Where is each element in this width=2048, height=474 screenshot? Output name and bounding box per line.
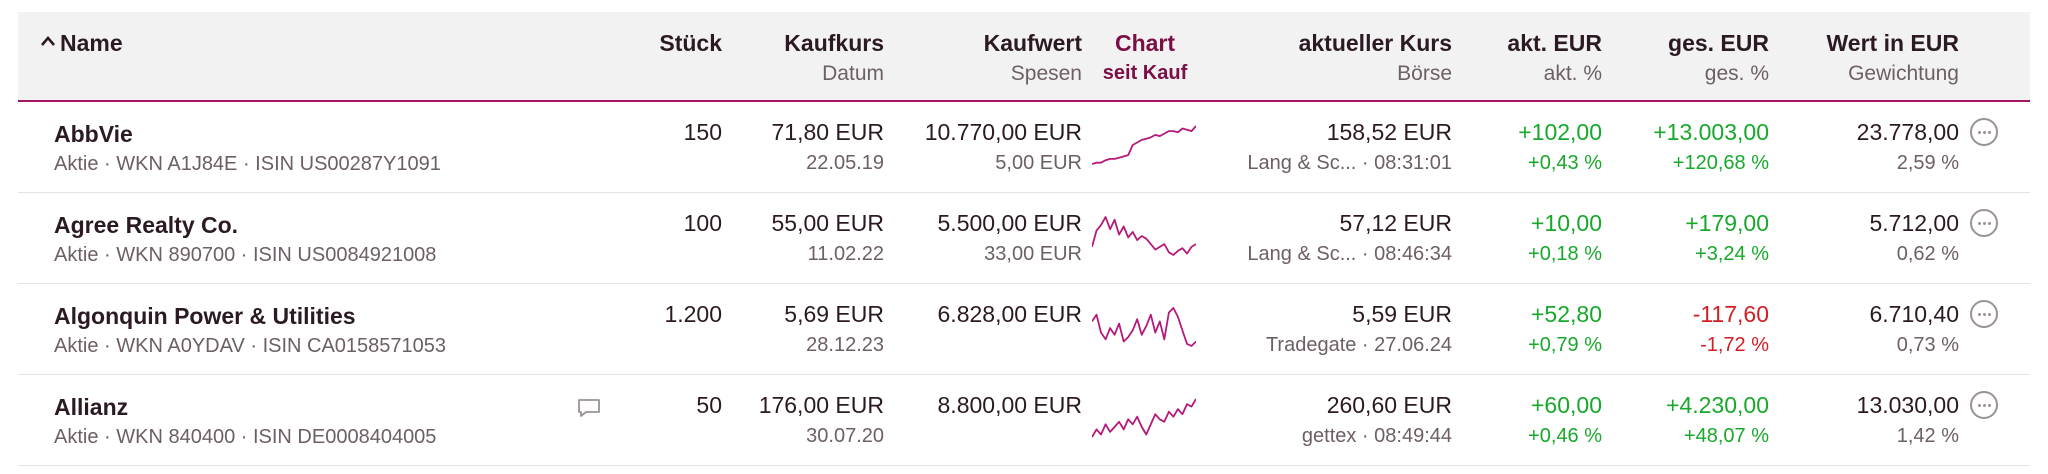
more-options-icon[interactable] — [1970, 300, 1998, 328]
header-wert-eur[interactable]: Wert in EUR — [1826, 30, 1959, 56]
security-name[interactable]: Allianz — [54, 394, 129, 420]
kaufkurs-value: 55,00 EUR — [771, 210, 884, 236]
ges-eur-value: +13.003,00 — [1653, 119, 1769, 145]
table-row[interactable]: Allianz Aktie · WKN 840400 · ISIN DE0008… — [18, 375, 2030, 466]
table-header: Name Stück Kaufkurs Datum Kaufwert Spese… — [18, 12, 2030, 102]
sparkline-series — [1092, 216, 1196, 256]
aktueller-kurs-value: 57,12 EUR — [1339, 210, 1452, 236]
header-chart[interactable]: Chart — [1114, 30, 1176, 56]
comment-icon[interactable] — [576, 397, 602, 419]
wert-value: 6.710,40 — [1869, 301, 1959, 327]
akt-pct-value: +0,18 % — [1528, 243, 1602, 265]
kaufdatum-value: 22.05.19 — [806, 152, 884, 174]
stueck-value: 1.200 — [664, 301, 722, 327]
sparkline-series — [1092, 307, 1196, 347]
wert-value: 5.712,00 — [1869, 210, 1959, 236]
kaufdatum-value: 30.07.20 — [806, 425, 884, 447]
kaufkurs-value: 176,00 EUR — [758, 392, 884, 418]
header-aktueller-kurs[interactable]: aktueller Kurs — [1298, 30, 1452, 56]
header-akt-pct[interactable]: akt. % — [1543, 62, 1602, 85]
kaufwert-value: 5.500,00 EUR — [937, 210, 1082, 236]
security-meta: Aktie · WKN 890700 · ISIN US0084921008 — [54, 244, 437, 266]
aktueller-kurs-value: 158,52 EUR — [1326, 119, 1452, 145]
ges-pct-value: +48,07 % — [1683, 425, 1769, 447]
akt-eur-value: +52,80 — [1531, 301, 1602, 327]
header-kaufkurs[interactable]: Kaufkurs — [784, 30, 884, 56]
boerse-value: gettex · 08:49:44 — [1301, 425, 1452, 447]
security-meta: Aktie · WKN A0YDAV · ISIN CA0158571053 — [54, 335, 447, 357]
akt-pct-value: +0,79 % — [1528, 334, 1602, 356]
stueck-value: 50 — [696, 392, 722, 418]
boerse-value: Lang & Sc... · 08:31:01 — [1247, 152, 1452, 174]
ges-eur-value: +179,00 — [1685, 210, 1769, 236]
portfolio-table: Name Stück Kaufkurs Datum Kaufwert Spese… — [18, 12, 2030, 466]
ges-pct-value: +3,24 % — [1695, 243, 1769, 265]
header-seit-kauf[interactable]: seit Kauf — [1102, 62, 1188, 84]
table-row[interactable]: Agree Realty Co. Aktie · WKN 890700 · IS… — [18, 193, 2030, 284]
security-meta: Aktie · WKN A1J84E · ISIN US00287Y1091 — [54, 153, 441, 175]
spesen-value: 33,00 EUR — [984, 243, 1082, 265]
kaufwert-value: 10.770,00 EUR — [924, 119, 1082, 145]
akt-pct-value: +0,46 % — [1528, 425, 1602, 447]
kaufdatum-value: 11.02.22 — [807, 243, 884, 265]
more-options-icon[interactable] — [1970, 209, 1998, 237]
boerse-value: Tradegate · 27.06.24 — [1265, 334, 1452, 356]
table-row[interactable]: AbbVie Aktie · WKN A1J84E · ISIN US00287… — [18, 102, 2030, 193]
spesen-value: 5,00 EUR — [995, 152, 1082, 174]
header-stueck[interactable]: Stück — [659, 30, 722, 56]
sparkline-series — [1092, 398, 1196, 438]
gewichtung-value: 0,62 % — [1896, 243, 1959, 265]
akt-eur-value: +102,00 — [1518, 119, 1602, 145]
ges-pct-value: +120,68 % — [1672, 152, 1769, 174]
header-kaufwert[interactable]: Kaufwert — [983, 30, 1082, 56]
boerse-value: Lang & Sc... · 08:46:34 — [1247, 243, 1452, 265]
kaufwert-value: 8.800,00 EUR — [937, 392, 1082, 418]
sparkline-chart[interactable] — [1092, 304, 1196, 350]
aktueller-kurs-value: 5,59 EUR — [1352, 301, 1452, 327]
header-boerse[interactable]: Börse — [1397, 62, 1452, 85]
more-options-icon[interactable] — [1970, 118, 1998, 146]
header-datum[interactable]: Datum — [822, 62, 884, 85]
security-meta: Aktie · WKN 840400 · ISIN DE0008404005 — [54, 426, 437, 448]
gewichtung-value: 1,42 % — [1896, 425, 1959, 447]
gewichtung-value: 0,73 % — [1896, 334, 1959, 356]
security-name[interactable]: AbbVie — [54, 121, 133, 147]
table-row[interactable]: Algonquin Power & Utilities Aktie · WKN … — [18, 284, 2030, 375]
header-gewichtung[interactable]: Gewichtung — [1848, 62, 1959, 85]
security-name[interactable]: Algonquin Power & Utilities — [54, 303, 356, 329]
akt-eur-value: +60,00 — [1531, 392, 1602, 418]
akt-pct-value: +0,43 % — [1528, 152, 1602, 174]
more-options-icon[interactable] — [1970, 391, 1998, 419]
kaufdatum-value: 28.12.23 — [806, 334, 884, 356]
header-ges-pct[interactable]: ges. % — [1704, 62, 1769, 85]
kaufkurs-value: 71,80 EUR — [771, 119, 884, 145]
ges-pct-value: -1,72 % — [1700, 334, 1769, 356]
header-akt-eur[interactable]: akt. EUR — [1507, 30, 1602, 56]
sparkline-series — [1092, 125, 1196, 165]
ges-eur-value: +4.230,00 — [1666, 392, 1769, 418]
sparkline-chart[interactable] — [1092, 213, 1196, 259]
sparkline-chart[interactable] — [1092, 122, 1196, 168]
security-name[interactable]: Agree Realty Co. — [54, 212, 239, 238]
header-ges-eur[interactable]: ges. EUR — [1668, 30, 1769, 56]
stueck-value: 150 — [683, 119, 722, 145]
akt-eur-value: +10,00 — [1531, 210, 1602, 236]
stueck-value: 100 — [683, 210, 722, 236]
wert-value: 13.030,00 — [1856, 392, 1959, 418]
sort-ascending-icon[interactable] — [40, 34, 56, 50]
header-name[interactable]: Name — [60, 30, 123, 56]
wert-value: 23.778,00 — [1856, 119, 1959, 145]
kaufwert-value: 6.828,00 EUR — [937, 301, 1082, 327]
gewichtung-value: 2,59 % — [1896, 152, 1959, 174]
aktueller-kurs-value: 260,60 EUR — [1326, 392, 1452, 418]
sparkline-chart[interactable] — [1092, 395, 1196, 441]
kaufkurs-value: 5,69 EUR — [784, 301, 884, 327]
ges-eur-value: -117,60 — [1692, 301, 1769, 327]
header-spesen[interactable]: Spesen — [1010, 62, 1082, 85]
